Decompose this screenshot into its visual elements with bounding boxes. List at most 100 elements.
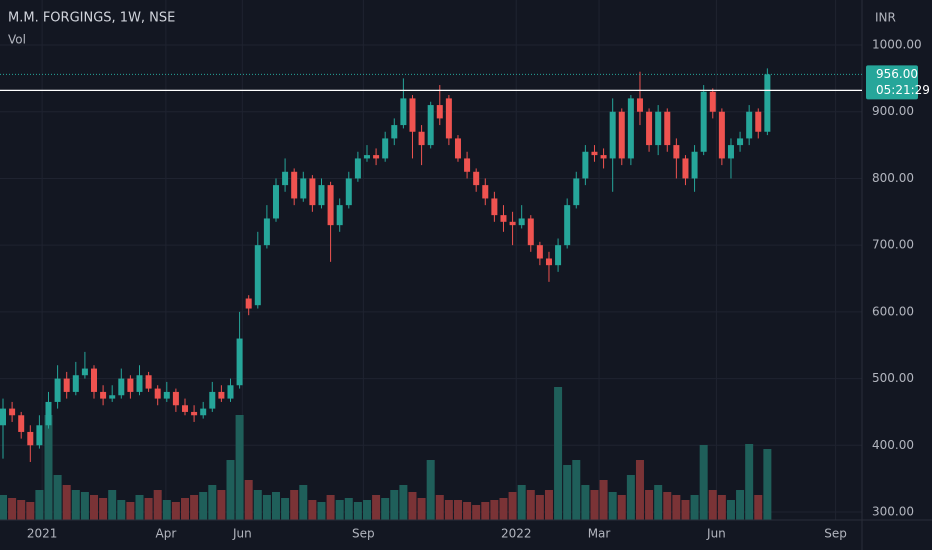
candle-body	[118, 378, 125, 396]
volume-bar	[144, 498, 153, 520]
candle-body	[755, 111, 762, 132]
volume-bar	[499, 498, 508, 520]
volume-bar	[453, 500, 462, 520]
candle-body	[555, 245, 562, 266]
x-tick-label: 2021	[27, 527, 58, 541]
volume-bar	[126, 502, 135, 520]
candle-body	[18, 415, 25, 432]
candle-body	[109, 395, 116, 399]
volume-bar	[80, 492, 89, 520]
candle-body	[737, 138, 744, 146]
candle-body	[473, 171, 480, 186]
candle-body	[254, 245, 261, 306]
candle-body	[582, 151, 589, 179]
volume-bar	[463, 502, 472, 520]
candle-body	[163, 391, 170, 399]
volume-bar	[617, 495, 626, 520]
candle-body	[72, 375, 79, 392]
x-tick-label: Apr	[156, 527, 177, 541]
candle-body	[700, 91, 707, 152]
volume-bar	[162, 500, 171, 520]
candle-body	[382, 138, 389, 159]
candle-body	[718, 111, 725, 159]
volume-label: Vol	[8, 33, 26, 47]
candle-body	[154, 388, 161, 399]
volume-bar	[663, 492, 672, 520]
volume-bar	[262, 495, 271, 520]
volume-bar	[699, 445, 708, 520]
volume-bar	[180, 498, 189, 520]
volume-bar	[381, 498, 390, 520]
candle-body	[172, 391, 179, 406]
candle-body	[318, 185, 325, 206]
candle-body	[209, 391, 216, 409]
x-tick-label: Jun	[232, 527, 252, 541]
volume-bar	[26, 502, 35, 520]
candle-body	[573, 178, 580, 206]
price-tag	[866, 65, 918, 100]
candle-body	[482, 185, 489, 199]
candle-body	[90, 368, 97, 392]
y-tick-label: 300.00	[872, 504, 914, 518]
volume-bar	[508, 492, 517, 520]
volume-bar	[444, 500, 453, 520]
candle-body	[81, 368, 88, 376]
chart-title: M.M. FORGINGS, 1W, NSE	[8, 11, 175, 26]
candle-body	[9, 408, 16, 416]
candle-body	[282, 171, 289, 186]
candle-body	[655, 111, 662, 146]
volume-bar	[17, 500, 26, 520]
candle-body	[400, 98, 407, 126]
candle-body	[646, 111, 653, 146]
volume-bar	[481, 502, 490, 520]
candle-body	[181, 405, 188, 412]
candle-body	[673, 145, 680, 159]
volume-bar	[281, 498, 290, 520]
volume-bar	[344, 498, 353, 520]
volume-bar	[645, 490, 654, 520]
candle-body	[309, 178, 316, 206]
candle-body	[300, 178, 307, 199]
volume-bar	[599, 480, 608, 520]
candle-body	[291, 171, 298, 199]
volume-bar	[690, 495, 699, 520]
volume-bar	[763, 449, 772, 520]
candle-body	[464, 158, 471, 172]
volume-bar	[626, 475, 635, 520]
candle-body	[527, 218, 534, 246]
candle-body	[218, 391, 225, 399]
x-tick-label: Mar	[588, 527, 611, 541]
volume-bar	[53, 475, 62, 520]
y-tick-label: 500.00	[872, 371, 914, 385]
volume-bar	[335, 500, 344, 520]
candle-body	[600, 155, 607, 159]
volume-bar	[417, 498, 426, 520]
candle-body	[354, 158, 361, 179]
volume-bar	[563, 465, 572, 520]
candle-body	[236, 338, 243, 386]
candle-body	[764, 74, 771, 132]
volume-bar	[726, 500, 735, 520]
candle-body	[200, 408, 207, 416]
candle-body	[436, 105, 443, 119]
volume-bar	[708, 490, 717, 520]
candle-body	[509, 221, 516, 226]
countdown-label: 05:21:29	[876, 83, 930, 97]
volume-bar	[672, 495, 681, 520]
price-tag-label: 956.00	[876, 67, 918, 81]
candle-body	[518, 218, 525, 226]
volume-bar	[635, 460, 644, 520]
candle-body	[445, 98, 452, 139]
volume-bar	[435, 495, 444, 520]
candle-body	[45, 401, 52, 426]
candle-body	[427, 105, 434, 146]
volume-bar	[271, 492, 280, 520]
volume-bar	[717, 495, 726, 520]
candle-body	[63, 378, 70, 392]
volume-bar	[426, 460, 435, 520]
volume-bar	[253, 490, 262, 520]
volume-bar	[736, 490, 745, 520]
volume-bar	[544, 490, 553, 520]
volume-bar	[190, 495, 199, 520]
volume-bar	[472, 505, 481, 520]
